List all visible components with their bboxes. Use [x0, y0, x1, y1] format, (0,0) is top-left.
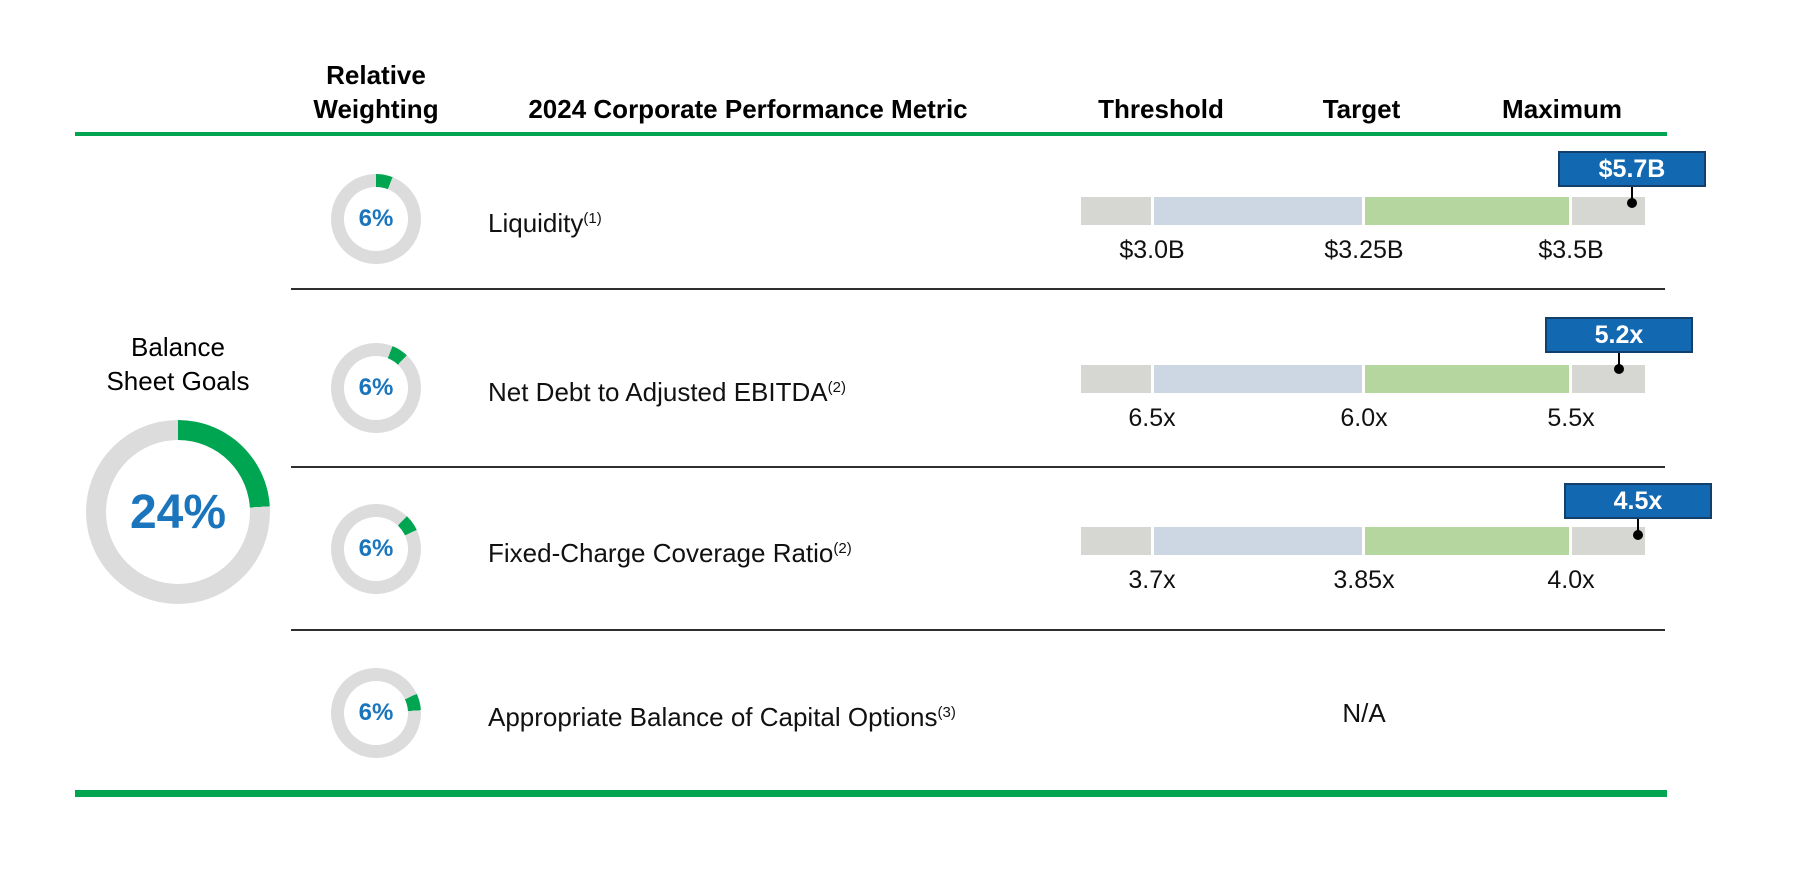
column-header-target: Target	[1322, 94, 1401, 124]
donut-hole	[344, 517, 408, 581]
row-divider	[291, 466, 1665, 468]
metric-footnote: (2)	[827, 379, 846, 396]
group-label-line2: Sheet Goals	[106, 366, 250, 396]
maximum-value: $3.5B	[1538, 236, 1604, 264]
row-weighting-value: 6%	[358, 205, 394, 232]
column-header-threshold: Threshold	[1098, 94, 1224, 124]
bar-segment-threshold-to-target	[1154, 527, 1362, 555]
donut-hole	[344, 187, 408, 251]
bar-segment-threshold-to-target	[1154, 365, 1362, 393]
maximum-value: 5.5x	[1547, 404, 1595, 432]
performance-bar	[1081, 197, 1645, 225]
group-label: Balance Sheet Goals	[68, 330, 288, 398]
column-header-relative-weighting: Relative Weighting	[313, 60, 439, 124]
donut-hole	[344, 356, 408, 420]
target-value: $3.25B	[1324, 236, 1404, 264]
row-weighting-donut: 6%	[331, 504, 421, 594]
row-weighting-value: 6%	[358, 699, 394, 726]
group-weighting-value: 24%	[129, 485, 227, 539]
bar-segment-above-maximum	[1572, 365, 1645, 393]
performance-bar	[1081, 527, 1645, 555]
metric-label: Liquidity	[488, 208, 584, 238]
metric-label: Net Debt to Adjusted EBITDA	[488, 377, 828, 407]
callout-stem	[1631, 187, 1633, 199]
bar-segment-target-to-maximum	[1365, 197, 1569, 225]
row-divider	[291, 288, 1665, 290]
callout-dot	[1627, 198, 1637, 208]
bar-segment-below-threshold	[1081, 365, 1151, 393]
threshold-value: 3.7x	[1128, 566, 1176, 594]
callout-stem	[1618, 353, 1620, 365]
donut-hole	[106, 440, 250, 584]
result-callout: 4.5x	[1564, 483, 1712, 540]
metric-name: Fixed-Charge Coverage Ratio(2)	[488, 533, 1088, 569]
result-value: 4.5x	[1564, 483, 1712, 519]
callout-stem	[1637, 519, 1639, 531]
row-weighting-donut: 6%	[331, 174, 421, 264]
metric-name: Net Debt to Adjusted EBITDA(2)	[488, 372, 1088, 408]
bar-segment-below-threshold	[1081, 197, 1151, 225]
column-header-maximum: Maximum	[1502, 94, 1622, 124]
callout-dot	[1614, 364, 1624, 374]
header-rule	[75, 132, 1667, 136]
target-value: 3.85x	[1333, 566, 1395, 594]
metric-footnote: (2)	[833, 540, 852, 557]
bar-segment-threshold-to-target	[1154, 197, 1362, 225]
metric-footnote: (3)	[937, 704, 956, 721]
performance-bar	[1081, 365, 1645, 393]
column-header-metric: 2024 Corporate Performance Metric	[528, 94, 968, 124]
donut-hole	[344, 681, 408, 745]
callout-dot	[1633, 530, 1643, 540]
row-weighting-value: 6%	[358, 535, 394, 562]
result-value: 5.2x	[1545, 317, 1693, 353]
group-label-line1: Balance	[131, 332, 225, 362]
row-divider	[291, 629, 1665, 631]
bar-segment-target-to-maximum	[1365, 527, 1569, 555]
target-value: 6.0x	[1340, 404, 1388, 432]
result-callout: 5.2x	[1545, 317, 1693, 374]
group-weighting-donut: 24%	[86, 420, 270, 604]
bar-segment-target-to-maximum	[1365, 365, 1569, 393]
bar-segment-below-threshold	[1081, 527, 1151, 555]
result-value: $5.7B	[1558, 151, 1706, 187]
metric-footnote: (1)	[583, 210, 602, 227]
metric-label: Fixed-Charge Coverage Ratio	[488, 538, 834, 568]
row-weighting-donut: 6%	[331, 668, 421, 758]
threshold-value: $3.0B	[1119, 236, 1185, 264]
na-value: N/A	[1342, 698, 1386, 728]
metric-name: Appropriate Balance of Capital Options(3…	[488, 697, 1128, 733]
row-weighting-donut: 6%	[331, 343, 421, 433]
metric-name: Liquidity(1)	[488, 203, 1088, 239]
metric-label: Appropriate Balance of Capital Options	[488, 702, 938, 732]
maximum-value: 4.0x	[1547, 566, 1595, 594]
result-callout: $5.7B	[1558, 151, 1706, 208]
threshold-value: 6.5x	[1128, 404, 1176, 432]
bar-segment-above-maximum	[1572, 527, 1645, 555]
bottom-rule	[75, 790, 1667, 797]
row-weighting-value: 6%	[358, 374, 394, 401]
